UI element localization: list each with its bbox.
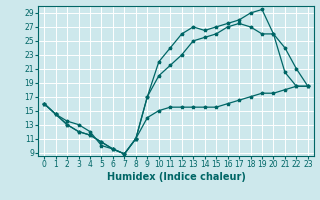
X-axis label: Humidex (Indice chaleur): Humidex (Indice chaleur) xyxy=(107,172,245,182)
